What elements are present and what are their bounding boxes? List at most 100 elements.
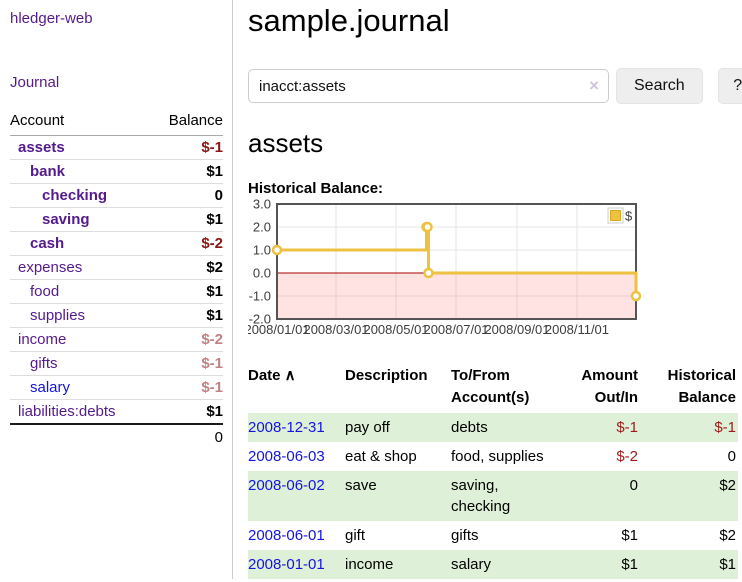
account-balance: $-1 bbox=[150, 135, 223, 160]
balance-value: $2 bbox=[719, 526, 736, 544]
balance-value: $-1 bbox=[714, 418, 736, 436]
register-description: income bbox=[345, 549, 451, 579]
account-balance: $-2 bbox=[150, 327, 223, 352]
page-title: sample.journal bbox=[248, 3, 450, 38]
register-accounts: food, supplies bbox=[451, 447, 544, 465]
balance-value: 0 bbox=[727, 447, 736, 465]
sidebar-item-journal[interactable]: Journal bbox=[10, 74, 60, 91]
search-input[interactable] bbox=[248, 69, 609, 104]
sidebar-account-link[interactable]: checking bbox=[42, 187, 108, 204]
register-date-cell: 2008-06-02 bbox=[248, 470, 345, 521]
register-col-date[interactable]: Date ∧ bbox=[248, 367, 296, 385]
register-accounts: debts bbox=[451, 412, 563, 442]
transaction-date-link[interactable]: 2008-01-01 bbox=[248, 555, 325, 573]
balance-value: $2 bbox=[719, 476, 736, 494]
sidebar-account-link[interactable]: bank bbox=[30, 163, 66, 180]
accounts-col-balance: Balance bbox=[150, 110, 223, 136]
account-balance: 0 bbox=[150, 183, 223, 208]
account-name-cell: checking bbox=[10, 183, 151, 208]
account-row: food $1 bbox=[10, 279, 223, 304]
sidebar-account-link[interactable]: gifts bbox=[30, 355, 58, 372]
sidebar-account-link[interactable]: food bbox=[30, 283, 60, 300]
account-name-cell: expenses bbox=[10, 255, 151, 280]
account-name-cell: liabilities:debts bbox=[10, 399, 151, 425]
account-name-cell: saving bbox=[10, 207, 151, 232]
register-date-cell: 2008-01-01 bbox=[248, 549, 345, 579]
svg-text:1.0: 1.0 bbox=[253, 243, 271, 258]
historical-balance-chart[interactable]: 3.0 2.0 1.0 0.0 -1.0 -2.0 2008/01/01 2008/03/01… bbox=[244, 197, 742, 342]
chart-title: Historical Balance: bbox=[248, 180, 384, 198]
search-button[interactable]: Search bbox=[616, 68, 703, 105]
register-balance: $1 bbox=[640, 549, 738, 579]
accounts-total-spacer bbox=[10, 423, 151, 449]
sidebar-account-link[interactable]: liabilities:debts bbox=[18, 403, 116, 420]
balance-value: $1 bbox=[719, 555, 736, 573]
account-balance: $1 bbox=[150, 399, 223, 425]
register-balance: $-1 bbox=[640, 412, 738, 442]
register-row: 2008-06-01 gift gifts $1 $2 bbox=[248, 521, 738, 550]
register-row: 2008-01-01 income salary $1 $1 bbox=[248, 549, 738, 579]
account-balance: $-1 bbox=[150, 351, 223, 376]
register-row: 2008-06-03 eat & shop food, supplies $-2 0 bbox=[248, 442, 738, 471]
sidebar-account-link[interactable]: supplies bbox=[30, 307, 86, 324]
sidebar-account-link[interactable]: saving bbox=[42, 211, 90, 228]
account-row: salary $-1 bbox=[10, 375, 223, 400]
register-col-to-from-account-s[interactable]: To/From Account(s) bbox=[451, 367, 530, 406]
sidebar-account-link[interactable]: income bbox=[18, 331, 67, 348]
account-balance: $1 bbox=[150, 279, 223, 304]
account-row: cash $-2 bbox=[10, 231, 223, 256]
register-table: Date ∧ Description To/From Account(s) Amoun… bbox=[248, 363, 738, 579]
chart-legend: $ bbox=[607, 207, 633, 224]
transaction-date-link[interactable]: 2008-06-01 bbox=[248, 526, 325, 544]
svg-text:2.0: 2.0 bbox=[253, 220, 271, 235]
account-heading: assets bbox=[248, 128, 324, 159]
transaction-date-link[interactable]: 2008-06-02 bbox=[248, 476, 325, 494]
svg-text:3.0: 3.0 bbox=[253, 197, 271, 212]
register-col-historical-balance[interactable]: Historical Balance bbox=[667, 367, 736, 406]
register-balance: $2 bbox=[640, 470, 738, 521]
account-row: expenses $2 bbox=[10, 255, 223, 280]
svg-text:2008/05/01: 2008/05/01 bbox=[363, 322, 428, 337]
help-button[interactable]: ? bbox=[717, 68, 742, 105]
account-balance: $1 bbox=[150, 159, 223, 184]
account-name-cell: gifts bbox=[10, 351, 151, 376]
account-row: bank $1 bbox=[10, 159, 223, 184]
svg-text:2008/03/01: 2008/03/01 bbox=[303, 322, 368, 337]
account-row: supplies $1 bbox=[10, 303, 223, 328]
register-col-description[interactable]: Description bbox=[345, 367, 428, 385]
transaction-date-link[interactable]: 2008-12-31 bbox=[248, 418, 325, 436]
sort-ascending-icon: ∧ bbox=[280, 367, 296, 385]
amount-value: $-2 bbox=[616, 447, 638, 465]
register-header-row: Date ∧ Description To/From Account(s) Amoun… bbox=[248, 363, 738, 413]
account-balance: $-1 bbox=[150, 375, 223, 400]
svg-text:2008/01/01: 2008/01/01 bbox=[248, 322, 310, 337]
account-row: checking 0 bbox=[10, 183, 223, 208]
brand-link[interactable]: hledger-web bbox=[10, 10, 93, 27]
sidebar-account-link[interactable]: cash bbox=[30, 235, 65, 252]
search-input-wrap: × bbox=[248, 69, 609, 104]
account-balance: $2 bbox=[150, 255, 223, 280]
sidebar-account-link[interactable]: expenses bbox=[18, 259, 83, 276]
register-balance: $2 bbox=[640, 521, 738, 550]
accounts-table-body: assets $-1 bank $1 checking 0 saving $1 cash $-2 e… bbox=[10, 135, 223, 425]
transaction-date-link[interactable]: 2008-06-03 bbox=[248, 447, 325, 465]
account-row: saving $1 bbox=[10, 207, 223, 232]
accounts-header-row: Account Balance bbox=[10, 110, 223, 136]
account-name-cell: income bbox=[10, 327, 151, 352]
register-description: gift bbox=[345, 526, 366, 544]
sidebar-account-link[interactable]: assets bbox=[18, 139, 65, 156]
register-row: 2008-12-31 pay off debts $-1 $-1 bbox=[248, 412, 738, 442]
register-col-amount-out-in[interactable]: Amount Out/In bbox=[581, 367, 638, 406]
amount-value: 0 bbox=[629, 476, 638, 494]
register-date-cell: 2008-06-01 bbox=[248, 521, 345, 550]
register-amount: $1 bbox=[563, 549, 640, 579]
balance-chart-svg[interactable]: 3.0 2.0 1.0 0.0 -1.0 -2.02008/01/012008/03/01… bbox=[244, 197, 642, 338]
clear-search-icon[interactable]: × bbox=[589, 76, 599, 96]
sidebar-account-link[interactable]: salary bbox=[30, 379, 71, 396]
account-row: liabilities:debts $1 bbox=[10, 399, 223, 425]
account-row: assets $-1 bbox=[10, 135, 223, 160]
register-amount: $-1 bbox=[563, 412, 640, 442]
account-name-cell: bank bbox=[10, 159, 151, 184]
amount-value: $1 bbox=[621, 555, 638, 573]
